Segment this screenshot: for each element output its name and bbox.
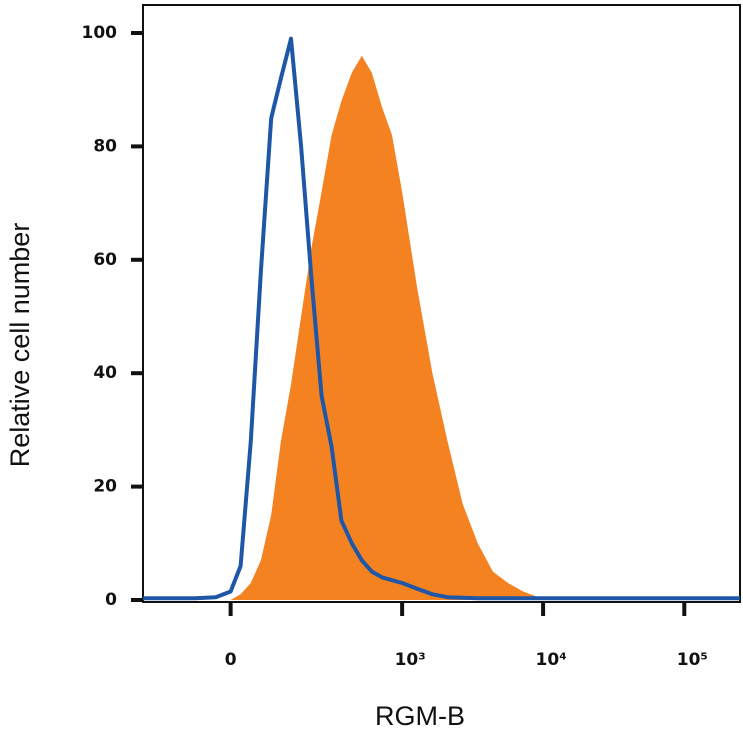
x-tick-label: 10⁵ — [677, 650, 708, 670]
y-tick-label: 0 — [105, 590, 117, 610]
x-tick-label: 0 — [225, 650, 237, 670]
y-tick-label: 40 — [93, 363, 117, 383]
y-tick-label: 20 — [93, 477, 117, 497]
x-tick-label: 10³ — [395, 650, 426, 670]
y-tick-label: 80 — [93, 136, 117, 156]
x-axis-label: RGM-B — [375, 701, 465, 731]
y-tick-label: 100 — [82, 23, 118, 43]
filled-histogram — [143, 55, 740, 600]
plot-frame — [142, 4, 741, 603]
histogram-line — [143, 36, 740, 601]
y-tick-label: 60 — [93, 250, 117, 270]
x-tick-label: 10⁴ — [536, 650, 567, 670]
y-axis-label: Relative cell number — [5, 223, 35, 468]
